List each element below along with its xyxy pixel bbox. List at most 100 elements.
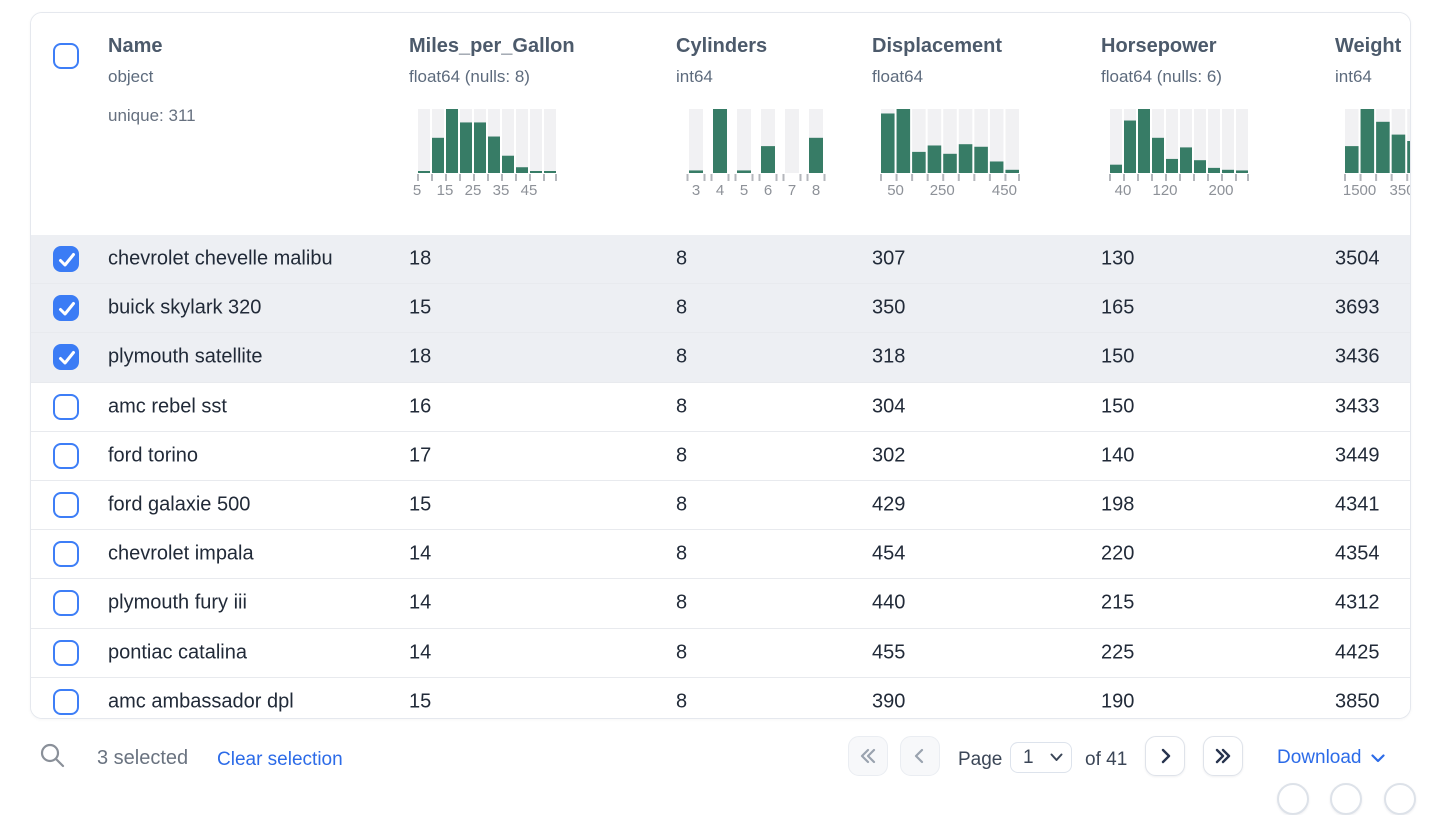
table-body: chevrolet chevelle malibu 18 8 307 130 3504 bu… — [31, 235, 1410, 718]
cut-off-button-1[interactable] — [1277, 783, 1309, 815]
svg-text:120: 120 — [1152, 182, 1177, 199]
row-checkbox[interactable] — [53, 246, 79, 272]
column-title: Horsepower — [1101, 35, 1217, 57]
selected-count-label: 3 selected — [97, 747, 189, 769]
cell-cyl: 8 — [676, 296, 688, 319]
column-unique-count: unique: 311 — [108, 106, 196, 125]
column-dtype: float64 (nulls: 8) — [409, 67, 530, 86]
download-menu[interactable]: Download — [1277, 747, 1385, 769]
cell-cyl: 8 — [676, 247, 688, 270]
column-dtype: float64 — [872, 67, 924, 86]
row-checkbox[interactable] — [53, 344, 79, 371]
svg-text:450: 450 — [992, 182, 1017, 199]
cell-cyl: 8 — [676, 542, 688, 565]
last-page-button[interactable] — [1203, 736, 1243, 776]
cell-cyl: 8 — [676, 591, 688, 614]
page-select-value: 1 — [1023, 746, 1034, 768]
dataframe-table-card: Name object unique: 311 Miles_per_Gallon… — [30, 12, 1411, 719]
histogram-miles-per-gallon: 5 15 25 35 45 — [413, 109, 559, 200]
cell-cyl: 8 — [676, 641, 688, 664]
cell-mpg: 17 — [409, 444, 432, 467]
table-row: ford galaxie 500 15 8 429 198 4341 — [31, 480, 1410, 531]
row-checkbox[interactable] — [53, 295, 79, 322]
cell-disp: 302 — [872, 444, 906, 467]
histogram-horsepower: 40 120 200 — [1109, 109, 1251, 200]
row-checkbox[interactable] — [53, 590, 79, 617]
cell-mpg: 18 — [409, 247, 432, 270]
column-title: Weight — [1335, 35, 1402, 57]
row-checkbox[interactable] — [53, 541, 79, 568]
cell-hp: 225 — [1101, 641, 1135, 664]
svg-text:3500: 3500 — [1390, 182, 1411, 199]
cell-hp: 150 — [1101, 395, 1135, 418]
column-dtype: float64 (nulls: 6) — [1101, 67, 1222, 86]
cell-cyl: 8 — [676, 345, 688, 368]
cell-hp: 150 — [1101, 345, 1135, 368]
cut-off-button-3[interactable] — [1384, 783, 1416, 815]
cut-off-button-2[interactable] — [1330, 783, 1362, 815]
cell-mpg: 16 — [409, 395, 432, 418]
search-icon[interactable] — [38, 741, 66, 774]
svg-text:1500: 1500 — [1343, 182, 1376, 199]
table-row: chevrolet impala 14 8 454 220 4354 — [31, 530, 1410, 580]
previous-page-button[interactable] — [900, 736, 940, 776]
table-row: buick skylark 320 15 8 350 165 3693 — [31, 284, 1410, 334]
cell-mpg: 15 — [409, 296, 432, 319]
cell-disp: 350 — [872, 296, 906, 319]
svg-text:15: 15 — [437, 182, 454, 199]
table-row: amc ambassador dpl 15 8 390 190 3850 — [31, 677, 1410, 718]
cell-disp: 455 — [872, 641, 906, 664]
svg-text:25: 25 — [465, 182, 482, 199]
cell-name: chevrolet chevelle malibu — [108, 247, 333, 270]
cell-weight: 3436 — [1335, 345, 1380, 368]
table-row: chevrolet chevelle malibu 18 8 307 130 3504 — [31, 235, 1410, 285]
cell-weight: 3693 — [1335, 296, 1380, 319]
svg-text:3: 3 — [692, 182, 700, 199]
svg-text:8: 8 — [812, 182, 820, 199]
cell-disp: 440 — [872, 591, 906, 614]
column-dtype: int64 — [1335, 67, 1372, 86]
cell-hp: 130 — [1101, 247, 1135, 270]
cell-hp: 140 — [1101, 444, 1135, 467]
cell-weight: 3504 — [1335, 247, 1380, 270]
cell-cyl: 8 — [676, 493, 688, 516]
chevron-down-icon — [1370, 747, 1385, 769]
svg-text:40: 40 — [1115, 182, 1132, 199]
first-page-button[interactable] — [848, 736, 888, 776]
cell-hp: 198 — [1101, 493, 1135, 516]
next-page-button[interactable] — [1145, 736, 1185, 776]
svg-text:4: 4 — [716, 182, 724, 199]
histogram-weight: 1500 3500 — [1343, 109, 1411, 200]
page-select[interactable]: 1 — [1010, 742, 1072, 773]
select-all-checkbox[interactable] — [53, 43, 79, 69]
cell-mpg: 14 — [409, 591, 432, 614]
svg-text:50: 50 — [887, 182, 904, 199]
cell-hp: 215 — [1101, 591, 1135, 614]
row-checkbox[interactable] — [53, 393, 79, 420]
cell-name: chevrolet impala — [108, 542, 254, 565]
column-title: Miles_per_Gallon — [409, 35, 575, 57]
cell-name: pontiac catalina — [108, 641, 247, 664]
table-row: ford torino 17 8 302 140 3449 — [31, 431, 1410, 481]
svg-text:5: 5 — [413, 182, 421, 199]
svg-text:6: 6 — [764, 182, 772, 199]
column-dtype: int64 — [676, 67, 713, 86]
cell-cyl: 8 — [676, 444, 688, 467]
clear-selection-link[interactable]: Clear selection — [217, 749, 343, 770]
cell-weight: 4354 — [1335, 542, 1380, 565]
cell-disp: 454 — [872, 542, 906, 565]
cell-name: plymouth satellite — [108, 345, 263, 368]
column-title: Displacement — [872, 35, 1003, 57]
row-checkbox[interactable] — [53, 442, 79, 469]
row-checkbox[interactable] — [53, 688, 79, 715]
page-total-label: of 41 — [1085, 749, 1128, 770]
table-header: Name object unique: 311 Miles_per_Gallon… — [31, 13, 1410, 236]
column-dtype: object — [108, 67, 154, 86]
row-checkbox[interactable] — [53, 639, 79, 666]
cell-name: amc rebel sst — [108, 395, 227, 418]
svg-text:7: 7 — [788, 182, 796, 199]
table-row: pontiac catalina 14 8 455 225 4425 — [31, 628, 1410, 678]
cell-name: ford torino — [108, 444, 199, 467]
row-checkbox[interactable] — [53, 491, 79, 518]
